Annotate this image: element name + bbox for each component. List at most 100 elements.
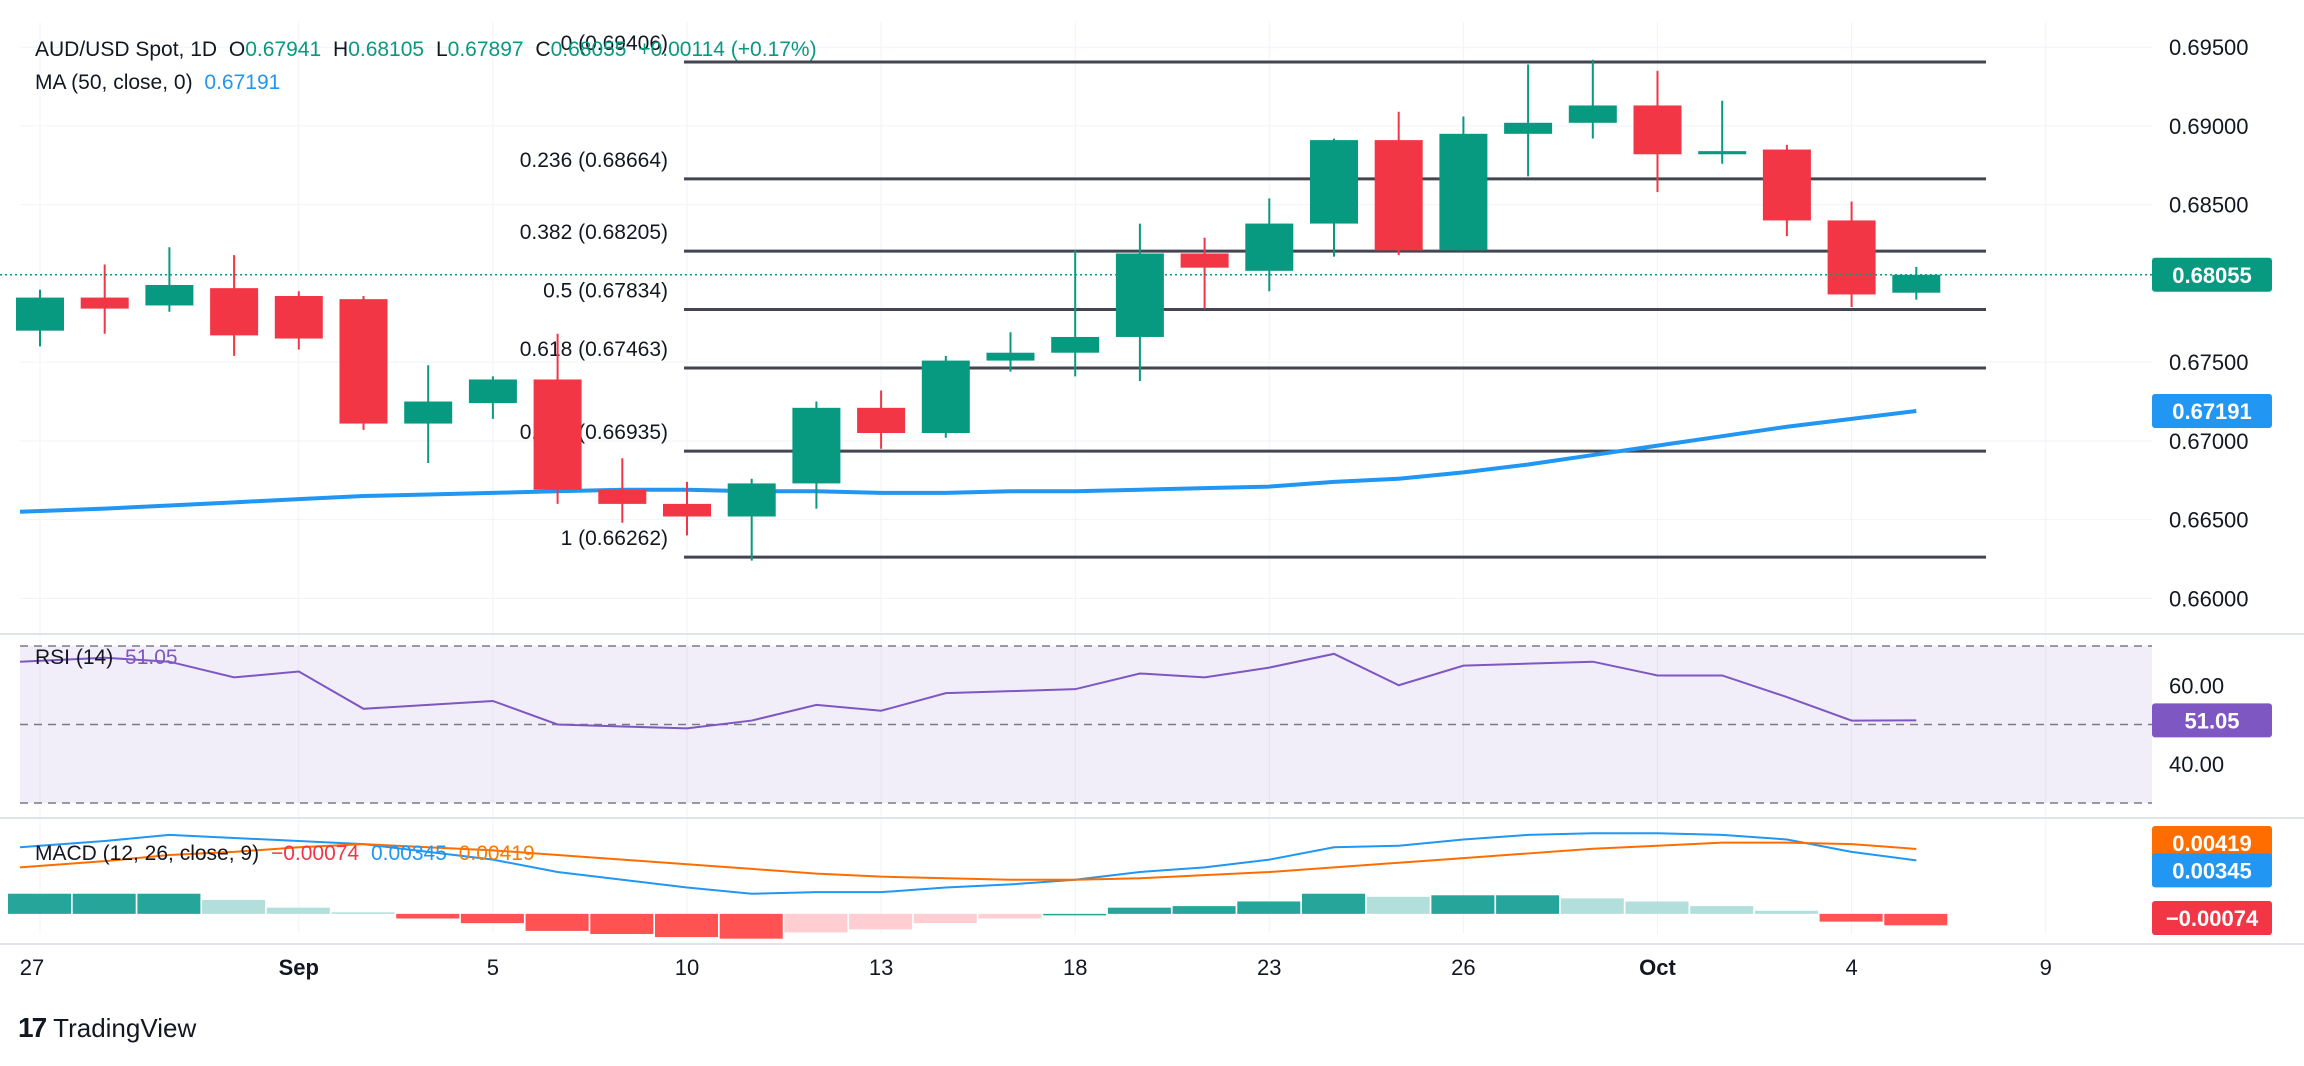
candle-body-18 [1180, 253, 1229, 268]
candle-27 [1762, 144, 1811, 237]
candle-26 [1698, 100, 1747, 164]
macd-hist-bar-6 [396, 913, 460, 919]
candle-body-22 [1439, 133, 1488, 251]
candle-body-24 [1568, 105, 1617, 123]
candle-4 [274, 291, 323, 350]
ma-price-badge: 0.67191 [2172, 399, 2252, 424]
candle-body-21 [1374, 140, 1423, 251]
ma-label: MA (50, close, 0) [35, 71, 193, 94]
ohlc-close: C0.68055 [535, 38, 626, 61]
candle-body-5 [339, 299, 388, 424]
candle-20 [1310, 138, 1358, 257]
macd-hist-bar-20 [1302, 893, 1365, 914]
macd-line-badge-bg [2152, 853, 2272, 888]
candle-body-0 [16, 297, 64, 331]
macd-hist-bar-8 [525, 913, 589, 931]
close-label: C [535, 38, 551, 61]
macd-hist-badge-bg [2152, 901, 2272, 935]
macd-hist-bar-11 [719, 913, 783, 939]
candle-body-17 [1115, 253, 1164, 337]
candle-10 [663, 481, 711, 536]
rsi-tick-0: 60.00 [2169, 673, 2224, 698]
candle-22 [1439, 116, 1488, 251]
candle-1 [80, 264, 129, 334]
candle-2 [145, 247, 194, 312]
candle-29 [1892, 266, 1941, 300]
candle-17 [1115, 223, 1164, 382]
signal-line [19, 841, 1917, 881]
candle-9 [598, 458, 647, 523]
rsi-tick-1: 40.00 [2169, 752, 2224, 777]
fib-level-label-2: 0.382 (0.68205) [520, 221, 668, 244]
candle-body-28 [1827, 220, 1876, 295]
high-label: H [333, 38, 349, 61]
fibonacci-retracement[interactable]: 0 (0.69406) 0.236 (0.68664) 0.382 (0.68205… [520, 32, 1986, 559]
ma-legend: MA (50, close, 0) 0.67191 [35, 71, 286, 95]
macd-hist-bar-15 [978, 913, 1042, 919]
macd-legend: MACD (12, 26, close, 9) −0.00074 0.00345… [35, 842, 541, 866]
candle-23 [1504, 64, 1553, 177]
candlestick-series [16, 59, 1941, 561]
candle-13 [857, 390, 906, 449]
macd-hist-value: −0.00074 [270, 842, 360, 865]
fib-level-label-1: 0.236 (0.68664) [520, 149, 668, 172]
candle-8 [533, 333, 582, 504]
ohlc-open: O0.67941 [229, 38, 321, 61]
open-label: O [228, 38, 246, 61]
price-tick-3: 0.67500 [2169, 350, 2249, 375]
time-tick-7: 26 [1451, 955, 1475, 980]
symbol-title: AUD/USD Spot, 1D [35, 38, 218, 61]
price-change: +0.00114 (+0.17%) [638, 38, 817, 61]
fib-level-label-4: 0.618 (0.67463) [520, 338, 668, 361]
candle-body-14 [921, 360, 970, 434]
rsi-value: 51.05 [125, 646, 178, 669]
candle-body-1 [80, 297, 129, 309]
candle-16 [1051, 250, 1100, 377]
macd-hist-bar-14 [913, 913, 977, 924]
price-tick-2: 0.68500 [2169, 193, 2249, 218]
candle-body-6 [404, 401, 453, 424]
tradingview-logo-icon: 17 [18, 1012, 47, 1043]
candle-body-3 [210, 288, 259, 336]
symbol-legend: AUD/USD Spot, 1D O0.67941 H0.68105 L0.67… [35, 38, 823, 62]
macd-hist-bar-21 [1366, 896, 1430, 914]
macd-hist-bar-10 [655, 913, 718, 938]
price-tick-0: 0.69500 [2169, 35, 2249, 60]
candle-body-15 [986, 352, 1035, 361]
price-axis[interactable]: 0.69500 0.69000 0.68500 0.67500 0.67000 0.665… [2152, 35, 2272, 935]
candle-7 [468, 376, 517, 419]
macd-signal-badge-bg [2152, 825, 2272, 860]
macd-hist-badge: −0.00074 [2166, 906, 2259, 931]
macd-hist-bar-16 [1043, 913, 1107, 916]
candle-body-8 [533, 379, 582, 490]
candle-body-4 [274, 296, 323, 339]
macd-line-badge: 0.00345 [2172, 858, 2252, 883]
macd-line [19, 832, 1917, 895]
candle-0 [16, 289, 64, 347]
candle-body-16 [1051, 336, 1100, 353]
time-tick-4: 13 [869, 955, 893, 980]
candle-6 [404, 365, 453, 463]
macd-hist-bar-27 [1754, 910, 1818, 914]
time-tick-0: 27 [20, 955, 44, 980]
candle-body-26 [1698, 151, 1747, 155]
time-axis[interactable]: 27 Sep 5 10 13 18 23 26 Oct 4 9 [20, 955, 2052, 980]
macd-hist-bar-9 [590, 913, 654, 934]
time-tick-8: Oct [1639, 955, 1676, 980]
rsi-label: RSI (14) [35, 646, 114, 669]
candle-18 [1180, 237, 1229, 309]
candle-body-20 [1310, 140, 1358, 224]
macd-hist-bar-0 [8, 893, 71, 914]
candle-12 [792, 401, 841, 509]
macd-hist-bar-29 [1884, 913, 1948, 926]
macd-hist-bar-28 [1819, 913, 1883, 922]
candle-body-29 [1892, 274, 1941, 293]
rsi-badge-bg [2152, 703, 2272, 738]
grid-lines [0, 22, 2304, 945]
open-value: 0.67941 [245, 38, 322, 61]
macd-hist-bar-19 [1237, 901, 1301, 914]
rsi-pane [19, 645, 2152, 804]
candle-body-9 [598, 489, 647, 504]
tradingview-brand[interactable]: 17 TradingView [18, 1012, 196, 1044]
